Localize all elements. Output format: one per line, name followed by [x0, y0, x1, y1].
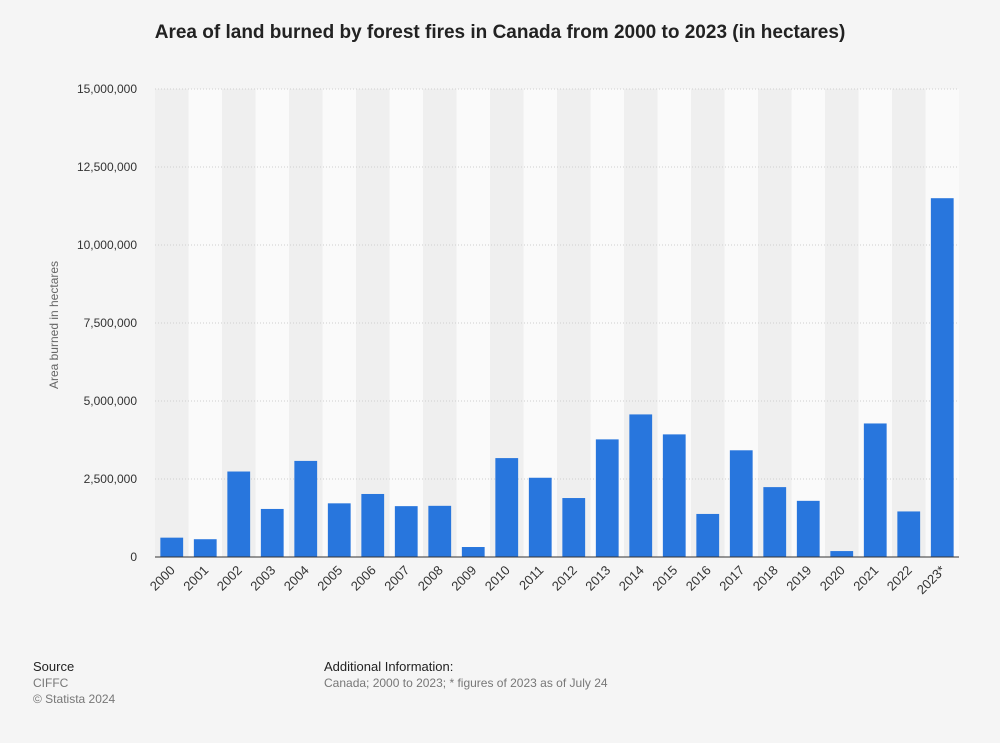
bar [863, 423, 887, 557]
bar [160, 537, 184, 557]
bar [662, 434, 686, 557]
x-tick-label: 2013 [582, 563, 613, 594]
additional-info-heading: Additional Information: [324, 659, 454, 674]
bar [830, 551, 854, 557]
bar [495, 458, 519, 557]
gridlines [155, 88, 959, 480]
x-tick-label: 2020 [817, 563, 848, 594]
x-tick-label: 2021 [850, 563, 881, 594]
x-tick-label: 2017 [716, 563, 747, 594]
bar [461, 547, 485, 557]
x-tick-label: 2023* [914, 563, 949, 598]
bar [227, 471, 251, 557]
x-axis-ticks: 2000 2001 2002 2003 2004 2005 2006 2007 2008 2009… [147, 563, 949, 598]
x-tick-label: 2002 [214, 563, 245, 594]
x-tick-label: 2003 [247, 563, 278, 594]
additional-info-block: Additional Information: Canada; 2000 to … [324, 659, 608, 691]
y-tick-label: 2,500,000 [84, 472, 138, 486]
column-band [188, 89, 222, 557]
column-band [557, 89, 591, 557]
x-tick-label: 2008 [415, 563, 446, 594]
bar [763, 487, 787, 557]
x-tick-label: 2001 [180, 563, 211, 594]
bar [595, 439, 619, 557]
x-tick-label: 2019 [783, 563, 814, 594]
bar [629, 414, 653, 557]
x-tick-label: 2022 [884, 563, 915, 594]
x-tick-label: 2010 [482, 563, 513, 594]
x-tick-label: 2005 [314, 563, 345, 594]
y-tick-label: 0 [130, 550, 137, 564]
source-heading: Source [33, 659, 75, 674]
y-tick-label: 10,000,000 [77, 238, 137, 252]
x-tick-label: 2009 [448, 563, 479, 594]
copyright-line: © Statista 2024 [33, 692, 116, 706]
y-axis-label: Area burned in hectares [47, 261, 61, 389]
bar [294, 460, 318, 557]
bar-chart: 0 2,500,000 5,000,000 7,500,000 10,000,000 12… [47, 82, 959, 598]
column-band [791, 89, 825, 557]
bar [394, 506, 418, 557]
additional-info-text: Canada; 2000 to 2023; * figures of 2023 … [324, 676, 608, 690]
bar [327, 503, 351, 557]
y-axis-ticks: 0 2,500,000 5,000,000 7,500,000 10,000,000 12… [77, 82, 137, 564]
x-tick-label: 2012 [549, 563, 580, 594]
bar [260, 508, 284, 557]
column-band [758, 89, 792, 557]
x-tick-label: 2011 [516, 563, 546, 593]
y-tick-label: 7,500,000 [84, 316, 138, 330]
bar [729, 450, 753, 557]
x-tick-label: 2016 [683, 563, 714, 594]
chart-title: Area of land burned by forest fires in C… [154, 22, 846, 43]
bar [562, 498, 586, 557]
x-tick-label: 2015 [649, 563, 680, 594]
x-tick-label: 2000 [147, 563, 178, 594]
bar [930, 198, 954, 557]
x-tick-label: 2014 [616, 563, 647, 594]
source-block: Source CIFFC © Statista 2024 [33, 659, 115, 707]
bar [696, 513, 720, 557]
y-tick-label: 12,500,000 [77, 160, 137, 174]
source-line: CIFFC [33, 676, 69, 690]
y-tick-label: 5,000,000 [84, 394, 138, 408]
column-band [356, 89, 390, 557]
y-tick-label: 15,000,000 [77, 82, 137, 96]
column-band [155, 89, 189, 557]
bar [528, 477, 552, 557]
x-tick-label: 2004 [281, 563, 312, 594]
bar [361, 493, 385, 557]
x-tick-label: 2007 [381, 563, 412, 594]
bar [428, 505, 452, 557]
bars [160, 198, 954, 557]
bar [796, 500, 820, 557]
x-tick-label: 2006 [348, 563, 379, 594]
bar [897, 511, 921, 557]
column-band [389, 89, 423, 557]
bar [193, 539, 217, 557]
x-tick-label: 2018 [750, 563, 781, 594]
